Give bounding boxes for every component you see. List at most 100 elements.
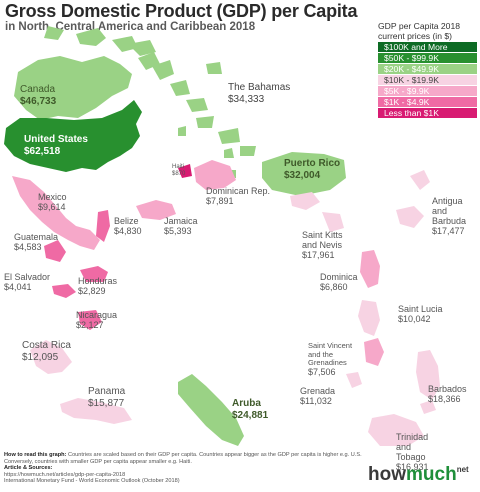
how-to-read: How to read this graph: Countries are sc… (4, 452, 364, 465)
shape-jamaica (136, 200, 176, 220)
legend-item-10k: $10K - $19.9K (378, 75, 477, 85)
sources-label: Article & Sources: (4, 465, 53, 472)
country-value: $870 (172, 171, 186, 177)
shape-costa-rica (30, 340, 72, 374)
label-el-salvador: El Salvador $4,041 (4, 272, 50, 292)
legend: GDP per Capita 2018 current prices (in $… (378, 21, 477, 118)
shape-trinidad-and-tobago (368, 400, 436, 446)
label-dominica: Dominica $6,860 (320, 272, 358, 292)
country-value: $2,829 (78, 286, 106, 296)
country-name: Haiti (172, 164, 185, 170)
country-value: $17,961 (302, 250, 335, 260)
legend-item-under-1k: Less than $1K (378, 108, 477, 118)
shape-saint-lucia (358, 300, 380, 336)
country-value: $34,333 (228, 93, 265, 105)
country-name-line3: Tobago (396, 452, 426, 462)
country-name: Canada (20, 84, 56, 95)
country-name: El Salvador (4, 272, 51, 282)
country-name-line2: and (432, 206, 448, 216)
country-name: Costa Rica (22, 340, 71, 351)
shape-antigua-and-barbuda (396, 170, 430, 228)
country-value: $46,733 (20, 95, 57, 107)
label-costa-rica: Costa Rica $12,095 (22, 340, 71, 363)
country-value: $15,877 (88, 397, 125, 409)
country-value: $4,041 (4, 282, 32, 292)
label-trinidad-and-tobago: Trinidad and Tobago $16,931 (396, 432, 429, 472)
shape-panama (60, 398, 132, 424)
shape-guatemala (44, 240, 66, 262)
legend-item-20k: $20K - $49.9K (378, 64, 477, 74)
country-name: Saint Lucia (398, 304, 443, 314)
label-honduras: Honduras $2,829 (78, 276, 117, 296)
country-name: United States (24, 134, 88, 145)
country-value: $17,477 (432, 226, 465, 236)
country-name: Panama (88, 386, 126, 397)
label-nicaragua: Nicaragua $2,127 (76, 310, 117, 330)
shape-dominican-rep (194, 160, 236, 190)
shape-belize (96, 210, 110, 242)
shape-nicaragua (78, 310, 102, 330)
country-name: The Bahamas (228, 82, 291, 93)
label-the-bahamas: The Bahamas $34,333 (228, 82, 290, 105)
country-value: $5,393 (164, 226, 192, 236)
country-value: $32,004 (284, 169, 321, 181)
legend-item-5k: $5K - $9.9K (378, 86, 477, 96)
shape-saint-vincent (364, 338, 384, 366)
page-title: Gross Domestic Product (GDP) per Capita (5, 1, 358, 21)
shape-saint-kitts-and-nevis (290, 192, 344, 232)
country-name-line3: Barbuda (432, 216, 467, 226)
legend-item-100k: $100K and More (378, 42, 477, 52)
shape-grenada (346, 372, 362, 388)
country-name: Belize (114, 216, 139, 226)
shape-barbados (416, 350, 440, 400)
country-value: $4,583 (14, 242, 42, 252)
shape-haiti (178, 164, 192, 178)
country-name: Jamaica (164, 216, 198, 226)
legend-title: GDP per Capita 2018 (378, 21, 461, 31)
country-value: $62,518 (24, 145, 61, 157)
label-grenada: Grenada $11,032 (300, 386, 335, 406)
label-saint-lucia: Saint Lucia $10,042 (398, 304, 443, 324)
country-name-line2: and the (308, 349, 334, 359)
source-link-article[interactable]: https://howmuch.net/articles/gdp-per-cap… (4, 471, 126, 478)
country-name: Guatemala (14, 232, 59, 242)
country-value: $7,891 (206, 196, 234, 206)
country-value: $2,127 (76, 320, 104, 330)
country-value: $11,032 (300, 396, 332, 406)
country-name: Nicaragua (76, 310, 118, 320)
label-united-states: United States $62,518 (24, 134, 88, 157)
country-name-line1: Antigua (432, 196, 463, 206)
country-value: $7,506 (308, 366, 336, 377)
country-value: $24,881 (232, 409, 269, 421)
label-antigua-and-barbuda: Antigua and Barbuda $17,477 (432, 196, 466, 236)
legend-item-50k: $50K - $99.9K (378, 53, 477, 63)
shape-united-states (4, 100, 142, 172)
country-value: $12,095 (22, 351, 59, 363)
label-puerto-rico: Puerto Rico $32,004 (284, 158, 340, 181)
shape-el-salvador (52, 284, 76, 298)
country-name-line2: and Nevis (302, 240, 343, 250)
country-name: Puerto Rico (284, 158, 341, 169)
label-panama: Panama $15,877 (88, 386, 125, 409)
country-name: Mexico (38, 192, 67, 202)
label-aruba: Aruba $24,881 (232, 398, 268, 421)
label-dominican-rep: Dominican Rep. $7,891 (206, 186, 270, 206)
howmuch-logo: howmuchnet (368, 464, 469, 485)
country-value: $4,830 (114, 226, 142, 236)
shape-mexico (12, 176, 100, 250)
country-name-line1: Saint Kitts (302, 230, 343, 240)
shape-honduras (80, 266, 108, 282)
country-name: Barbados (428, 384, 467, 394)
country-value: $10,042 (398, 314, 431, 324)
country-value: $16,931 (396, 462, 429, 472)
country-name: Grenada (300, 386, 336, 396)
country-name-line2: and (396, 442, 412, 452)
label-haiti: Haiti $870 (172, 164, 185, 178)
how-to-read-text: Countries are scaled based on their GDP … (4, 452, 362, 465)
shape-the-bahamas (128, 40, 256, 178)
how-to-read-label: How to read this graph: (4, 452, 67, 458)
country-value: $6,860 (320, 282, 348, 292)
label-guatemala: Guatemala $4,583 (14, 232, 58, 252)
country-name: Aruba (232, 398, 261, 409)
